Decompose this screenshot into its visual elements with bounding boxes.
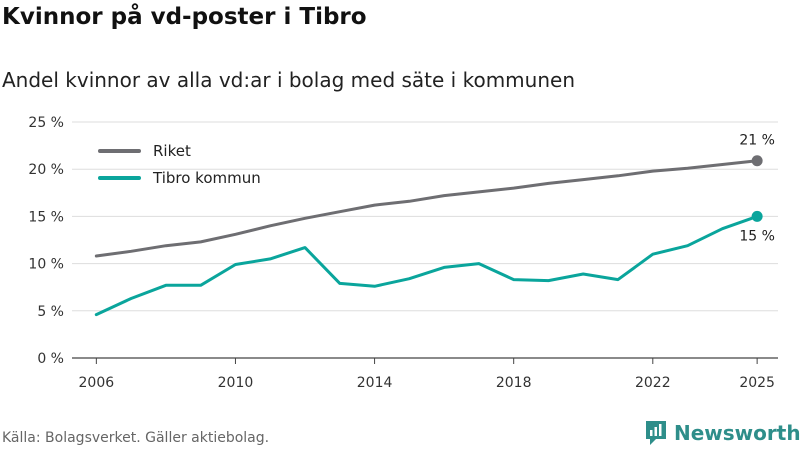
chart-subtitle: Andel kvinnor av alla vd:ar i bolag med … bbox=[2, 68, 575, 92]
source-note: Källa: Bolagsverket. Gäller aktiebolag. bbox=[2, 430, 270, 446]
chart-title: Kvinnor på vd-poster i Tibro bbox=[2, 4, 367, 30]
brand-name: Newsworthy bbox=[674, 421, 800, 445]
legend-label: Riket bbox=[153, 142, 191, 160]
y-tick-label: 25 % bbox=[28, 115, 64, 131]
y-tick-label: 20 % bbox=[28, 162, 64, 178]
newsworthy-logo: Newsworthy bbox=[644, 418, 800, 448]
y-tick-label: 0 % bbox=[37, 351, 64, 367]
y-tick-label: 5 % bbox=[37, 304, 64, 320]
y-tick-label: 15 % bbox=[28, 209, 64, 225]
x-tick-label: 2006 bbox=[79, 375, 115, 391]
end-point-marker bbox=[751, 210, 763, 222]
end-value-label: 21 % bbox=[739, 133, 775, 149]
x-tick-label: 2014 bbox=[357, 375, 393, 391]
end-point-marker bbox=[751, 155, 763, 167]
series-line-tibro bbox=[94, 214, 759, 317]
line-chart: 0 % 5 % 10 % 15 % 20 % 25 % 2006 2010 2014 2018 20… bbox=[28, 115, 778, 391]
x-tick-label: 2022 bbox=[635, 375, 671, 391]
legend-label: Tibro kommun bbox=[152, 169, 261, 187]
x-tick-label: 2018 bbox=[496, 375, 532, 391]
newsworthy-icon bbox=[646, 421, 666, 445]
end-value-label: 15 % bbox=[739, 228, 775, 244]
y-tick-label: 10 % bbox=[28, 257, 64, 273]
x-tick-label: 2010 bbox=[218, 375, 254, 391]
x-tick-label: 2025 bbox=[739, 375, 775, 391]
series-line-riket bbox=[94, 159, 759, 258]
